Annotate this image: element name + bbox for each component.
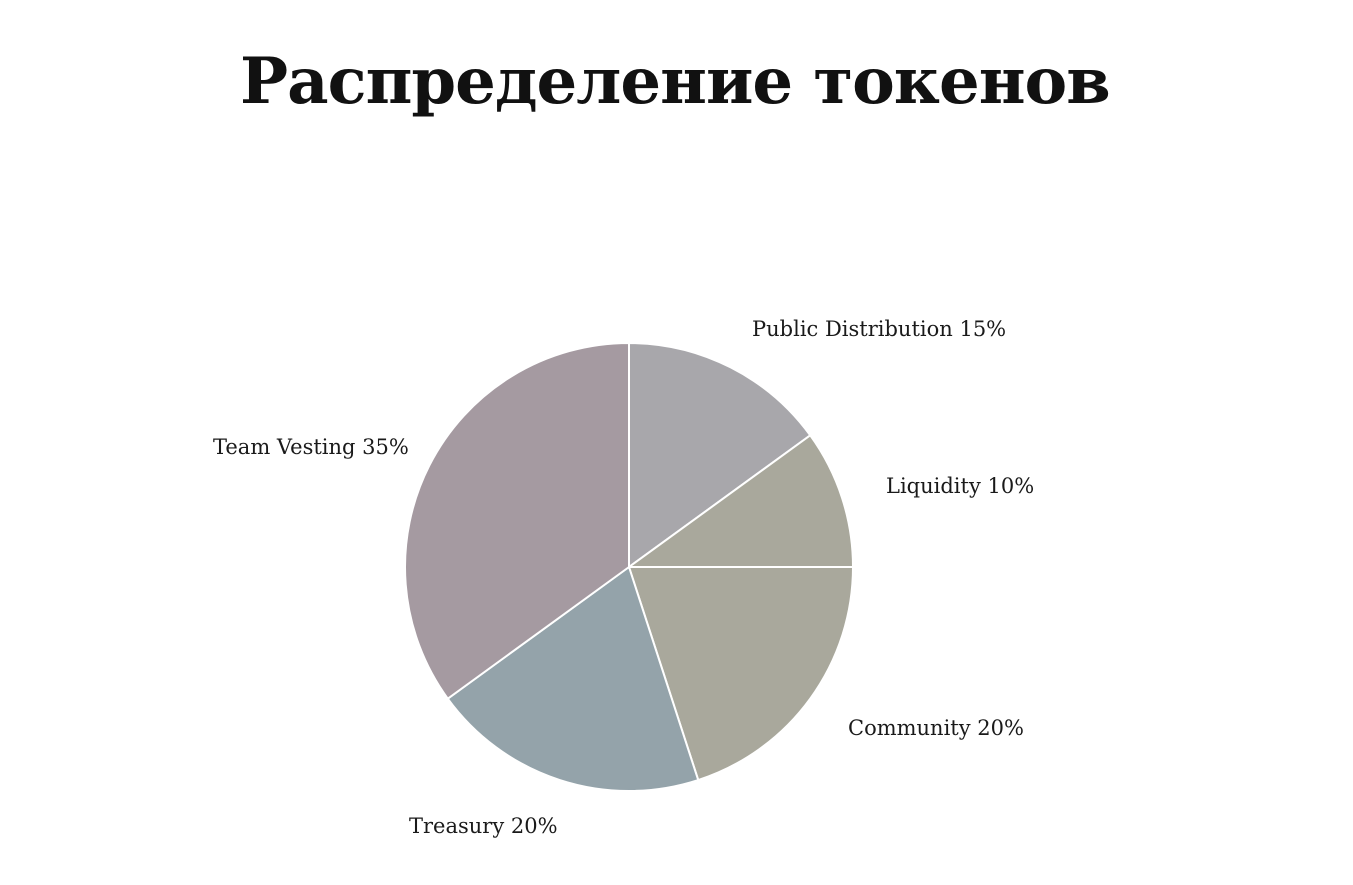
slice-label-community: Community 20% [848,716,1024,740]
pie-slice-treasury [446,565,700,792]
pie-slice-team-vesting [404,341,630,701]
pie-slice-community [627,566,855,782]
pie-slice-public-distribution [628,341,812,569]
page-title: Распределение токенов [240,44,1111,119]
slice-label-team-vesting: Team Vesting 35% [213,435,409,459]
slice-label-treasury: Treasury 20% [409,814,558,838]
slice-label-public-distribution: Public Distribution 15% [752,317,1006,341]
pie-slice-liquidity [625,433,855,568]
slice-label-liquidity: Liquidity 10% [886,474,1034,498]
